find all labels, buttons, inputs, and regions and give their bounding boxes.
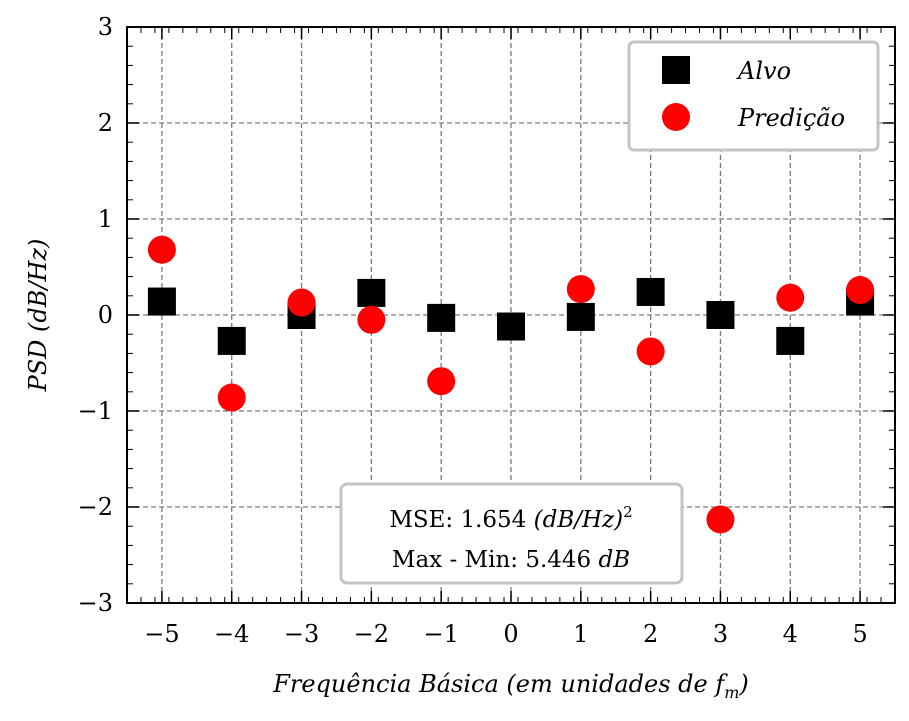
y-tick-label: 2 bbox=[98, 109, 113, 137]
x-tick-label: −3 bbox=[284, 620, 319, 648]
y-tick-label: −1 bbox=[78, 397, 113, 425]
x-axis-label: Frequência Básica (em unidades de fm) bbox=[272, 670, 749, 702]
alvo-point bbox=[427, 303, 456, 332]
data-marks bbox=[147, 235, 875, 534]
legend: Alvo Predição bbox=[627, 40, 880, 152]
alvo-point bbox=[357, 278, 386, 307]
x-tick-label: −5 bbox=[144, 620, 179, 648]
predicao-point bbox=[217, 383, 246, 412]
predicao-point bbox=[566, 275, 595, 304]
alvo-point bbox=[636, 277, 665, 306]
x-tick-label: −4 bbox=[214, 620, 249, 648]
predicao-point bbox=[706, 505, 735, 534]
legend-label-predicao: Predição bbox=[737, 104, 845, 132]
predicao-point bbox=[147, 235, 176, 264]
y-tick-label: 1 bbox=[98, 205, 113, 233]
alvo-point bbox=[497, 312, 525, 341]
legend-marker-alvo bbox=[662, 56, 690, 84]
x-tick-label: 4 bbox=[783, 620, 798, 648]
alvo-point bbox=[776, 326, 805, 355]
mse-text: MSE: 1.654 (dB/Hz)2 bbox=[389, 503, 632, 533]
alvo-point bbox=[147, 287, 176, 316]
metrics-annotation: MSE: 1.654 (dB/Hz)2 Max - Min: 5.446 dB bbox=[339, 482, 684, 585]
y-tick-label: 0 bbox=[98, 301, 113, 329]
legend-box bbox=[627, 40, 880, 152]
y-tick-label: −3 bbox=[78, 589, 113, 617]
legend-marker-predicao bbox=[662, 103, 690, 131]
predicao-point bbox=[287, 288, 316, 317]
alvo-point bbox=[706, 301, 735, 329]
annotation-box bbox=[339, 482, 684, 585]
y-tick-label: −2 bbox=[78, 493, 113, 521]
alvo-point bbox=[217, 326, 246, 355]
x-tick-label: 5 bbox=[852, 620, 867, 648]
x-tick-label: 2 bbox=[643, 620, 658, 648]
legend-label-alvo: Alvo bbox=[736, 57, 791, 85]
predicao-point bbox=[357, 305, 386, 334]
predicao-point bbox=[636, 337, 665, 366]
x-tick-label: 0 bbox=[503, 620, 518, 648]
y-tick-label: 3 bbox=[98, 13, 113, 41]
predicao-point bbox=[427, 367, 456, 396]
x-tick-label: −2 bbox=[354, 620, 389, 648]
alvo-point bbox=[566, 302, 595, 331]
predicao-point bbox=[776, 283, 805, 312]
x-tick-label: −1 bbox=[423, 620, 458, 648]
max-min-text: Max - Min: 5.446 dB bbox=[392, 547, 630, 573]
tick-labels: −5 −4 −3 −2 −1 0 1 2 3 4 5 −3 −2 −1 0 1 2 3 bbox=[78, 13, 868, 648]
x-tick-label: 1 bbox=[573, 620, 588, 648]
predicao-point bbox=[846, 276, 875, 305]
plot-frame bbox=[126, 26, 896, 604]
y-axis-label: PSD (dB/Hz) bbox=[24, 239, 52, 393]
x-tick-label: 3 bbox=[713, 620, 728, 648]
